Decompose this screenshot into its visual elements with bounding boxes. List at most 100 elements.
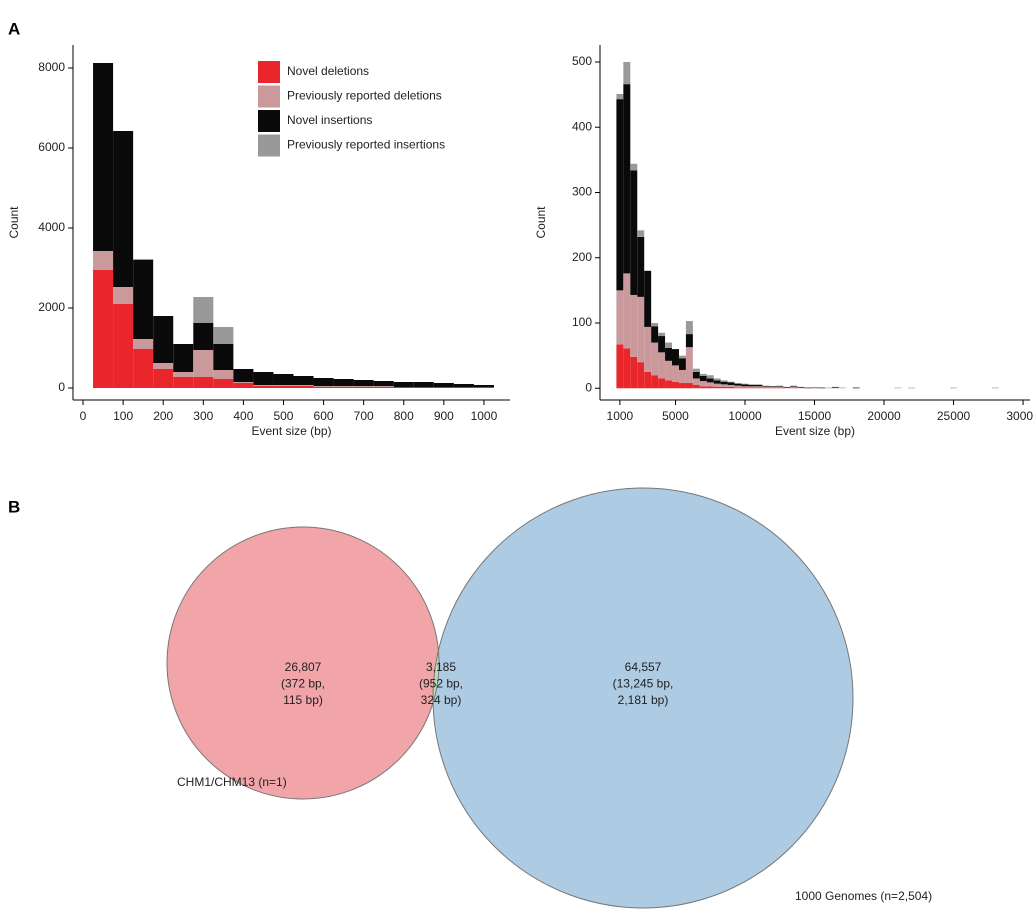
bar-segment [630,356,638,389]
bar-segment [93,270,114,388]
bar-segment [678,383,686,389]
bar-segment [133,260,154,339]
bar-segment [133,349,154,388]
y-tick-label: 200 [572,250,592,264]
set-label: CHM1/CHM13 (n=1) [177,775,287,789]
bar-segment [373,386,394,387]
bar-segment [293,385,314,386]
x-tick-label: 600 [314,409,334,423]
bar-segment [672,381,679,389]
bar-segment [453,387,474,388]
bar-segment [616,290,624,345]
x-tick-label: 300 [193,409,213,423]
bar-segment [253,385,274,386]
region-detail: 2,181 bp) [618,693,669,707]
bar-segment [623,84,631,274]
bar-segment [651,375,659,389]
x-axis-label: Event size (bp) [775,424,855,438]
bar-segment [153,316,174,363]
bar-segment [783,386,791,388]
bar-segment [273,374,294,385]
bar-segment [804,387,812,389]
x-axis-label: Event size (bp) [251,424,331,438]
bar-segment [699,375,707,382]
bar-segment [741,384,749,387]
bar-segment [741,387,749,389]
bar-segment [133,259,154,260]
legend-label: Novel insertions [287,113,372,127]
bar-segment [776,386,784,387]
x-tick-label: 30000 [1006,409,1033,423]
bar-segment [658,378,666,389]
bar-segment [824,387,832,389]
legend-swatch [258,134,280,157]
bar-segment [727,384,735,387]
bar-segment [678,355,686,359]
x-tick-label: 700 [354,409,374,423]
bar-segment [93,63,114,251]
bar-segment [831,387,839,389]
bar-segment [755,387,763,389]
bar-segment [734,387,742,389]
bar-segment [616,93,624,100]
bar-segment [473,387,494,388]
bar-segment [413,382,434,387]
bar-segment [658,332,666,337]
region-detail: (13,245 bp, [613,677,674,691]
bar-segment [637,230,645,237]
bar-segment [748,384,756,387]
x-tick-label: 200 [153,409,173,423]
bar-segment [273,385,294,386]
region-detail: 324 bp) [421,693,462,707]
bar-segment [713,378,721,381]
bar-segment [762,386,770,387]
y-tick-label: 0 [585,380,592,394]
bar-segment [658,352,666,379]
bar-segment [755,384,763,387]
bar-segment [616,344,624,389]
bar-segment [153,363,174,369]
y-axis-label: Count [534,206,548,239]
bar-segment [313,387,334,388]
bar-segment [333,379,354,386]
bar-segment [658,336,666,353]
bar-segment [692,378,700,385]
bar-segment [353,387,374,388]
bar-segment [413,387,434,388]
bar-segment [790,386,798,387]
bar-segment [720,380,728,382]
y-tick-label: 8000 [38,60,65,74]
bar-segment [790,387,798,389]
bar-segment [623,348,631,389]
bar-segment [755,384,763,385]
bar-segment [213,344,234,370]
region-count: 26,807 [285,660,322,674]
bar-segment [699,373,707,376]
bar-segment [699,381,707,387]
bar-segment [273,386,294,388]
bar-segment [293,386,314,388]
set-outline [432,487,854,909]
bar-segment [741,383,749,385]
bar-segment [950,387,958,389]
set-circle [433,488,853,908]
bar-segment [908,387,916,389]
bar-segment [373,387,394,388]
bar-segment [616,99,624,291]
bar-segment [692,371,700,379]
bar-segment [253,372,274,385]
bar-segment [373,381,394,386]
bar-segment [755,386,763,388]
bar-segment [665,380,673,389]
bar-segment [769,386,777,388]
bar-segment [173,377,194,388]
bar-segment [644,270,652,327]
bar-segment [762,386,770,388]
bar-segment [630,170,638,295]
bar-segment [776,386,784,388]
bar-segment [637,236,645,297]
region-count: 64,557 [625,660,662,674]
bar-segment [831,386,839,388]
bar-segment [651,326,659,343]
bar-segment [762,387,770,389]
